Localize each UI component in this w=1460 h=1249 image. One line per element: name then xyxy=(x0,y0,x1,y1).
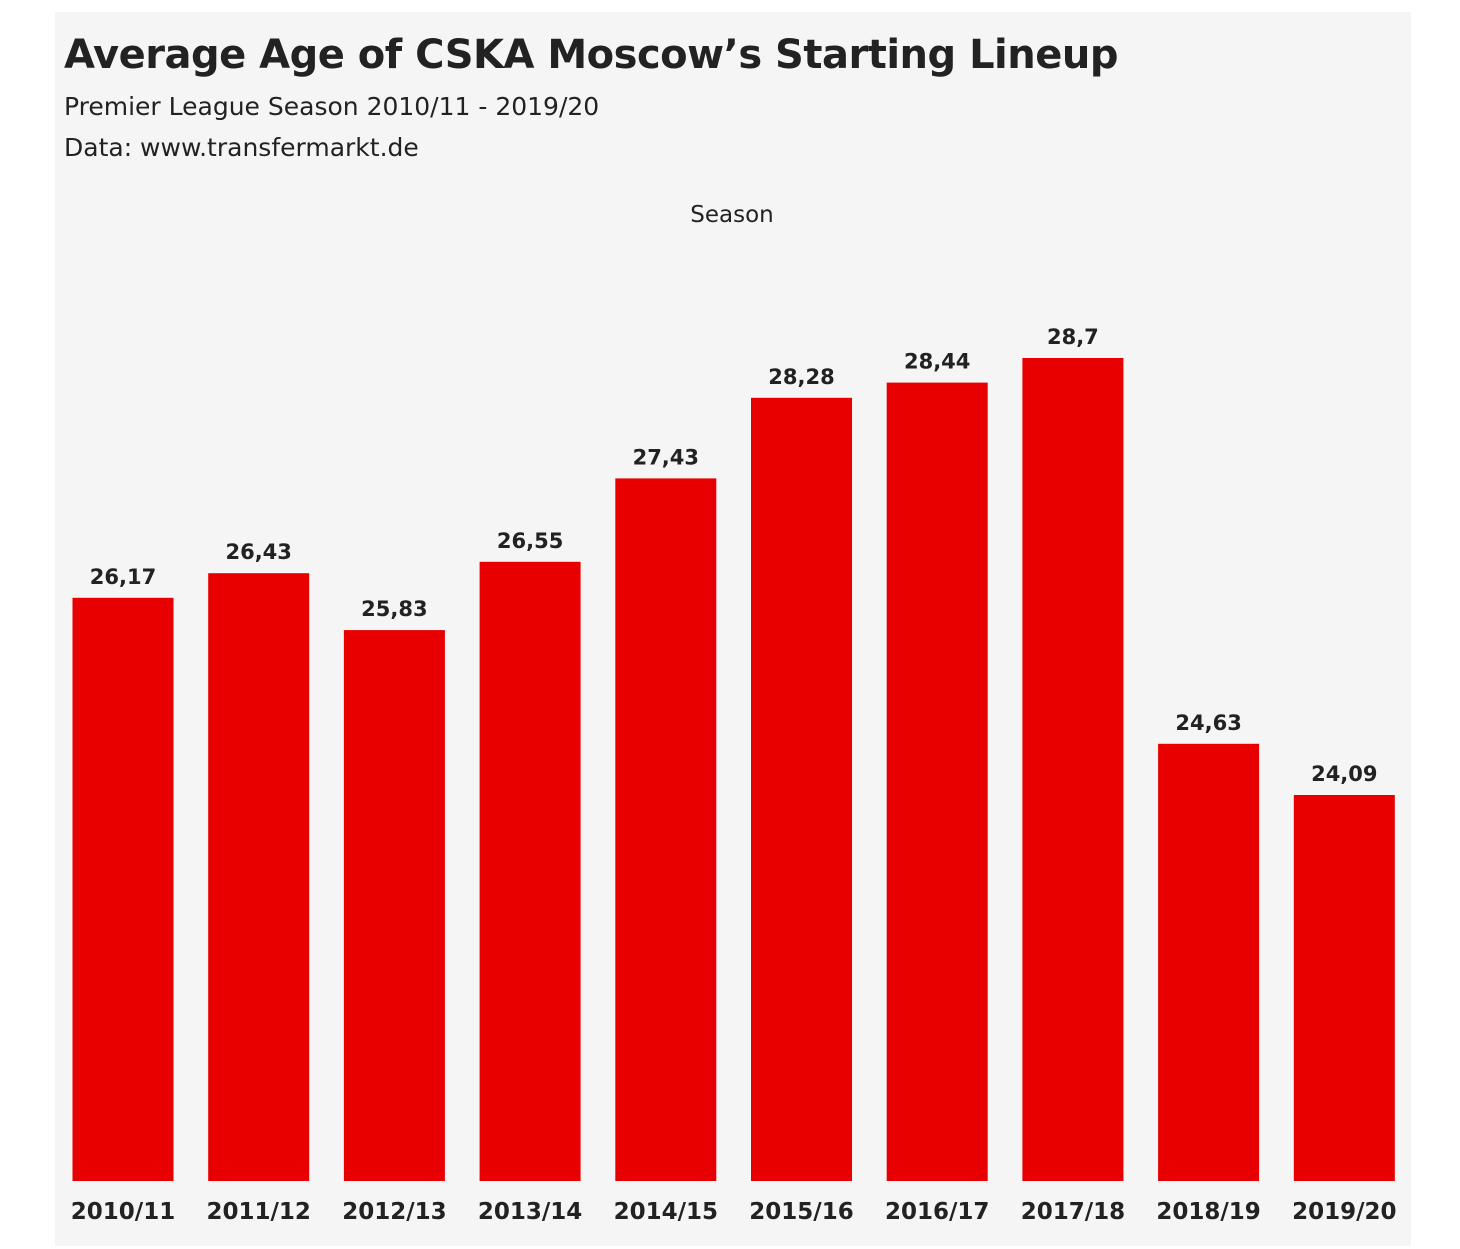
category-labels-group: 2010/11 2011/12 2012/13 2013/14 2014/15 2015/… xyxy=(71,1199,1397,1225)
category-label: 2017/18 xyxy=(1021,1199,1125,1225)
value-label: 26,43 xyxy=(225,540,291,564)
bar-2014-15 xyxy=(615,478,717,1181)
category-label: 2012/13 xyxy=(342,1199,446,1225)
value-label: 28,7 xyxy=(1047,325,1099,349)
category-label: 2013/14 xyxy=(478,1199,582,1225)
bar-2010-11 xyxy=(72,597,174,1181)
value-label: 26,17 xyxy=(90,565,156,589)
category-label: 2016/17 xyxy=(885,1199,989,1225)
bar-2018-19 xyxy=(1158,743,1260,1181)
value-label: 24,09 xyxy=(1311,762,1377,786)
chart-subtitle: Premier League Season 2010/11 - 2019/20 xyxy=(64,92,600,121)
bars-group xyxy=(72,358,1395,1182)
category-label: 2014/15 xyxy=(614,1199,718,1225)
bar-2019-20 xyxy=(1293,795,1395,1181)
value-labels-group: 26,17 26,43 25,83 26,55 27,43 28,28 28,44 28,7 2… xyxy=(90,325,1378,786)
value-label: 28,44 xyxy=(904,350,970,374)
category-label: 2019/20 xyxy=(1292,1199,1396,1225)
value-label: 27,43 xyxy=(633,445,699,469)
bar-2011-12 xyxy=(208,573,310,1181)
value-label: 26,55 xyxy=(497,529,563,553)
value-label: 24,63 xyxy=(1175,711,1241,735)
bar-2012-13 xyxy=(343,630,445,1181)
bar-2017-18 xyxy=(1022,358,1124,1181)
value-label: 28,28 xyxy=(768,365,834,389)
category-label: 2011/12 xyxy=(206,1199,310,1225)
value-label: 25,83 xyxy=(361,597,427,621)
category-label: 2010/11 xyxy=(71,1199,175,1225)
bar-2013-14 xyxy=(479,561,581,1181)
category-label: 2018/19 xyxy=(1156,1199,1260,1225)
category-label: 2015/16 xyxy=(749,1199,853,1225)
bar-2015-16 xyxy=(751,397,852,1181)
x-axis-title: Season xyxy=(690,202,773,228)
bar-2016-17 xyxy=(886,382,988,1182)
chart-source: Data: www.transfermarkt.de xyxy=(64,133,419,162)
chart-title: Average Age of CSKA Moscow’s Starting Li… xyxy=(64,32,1118,78)
